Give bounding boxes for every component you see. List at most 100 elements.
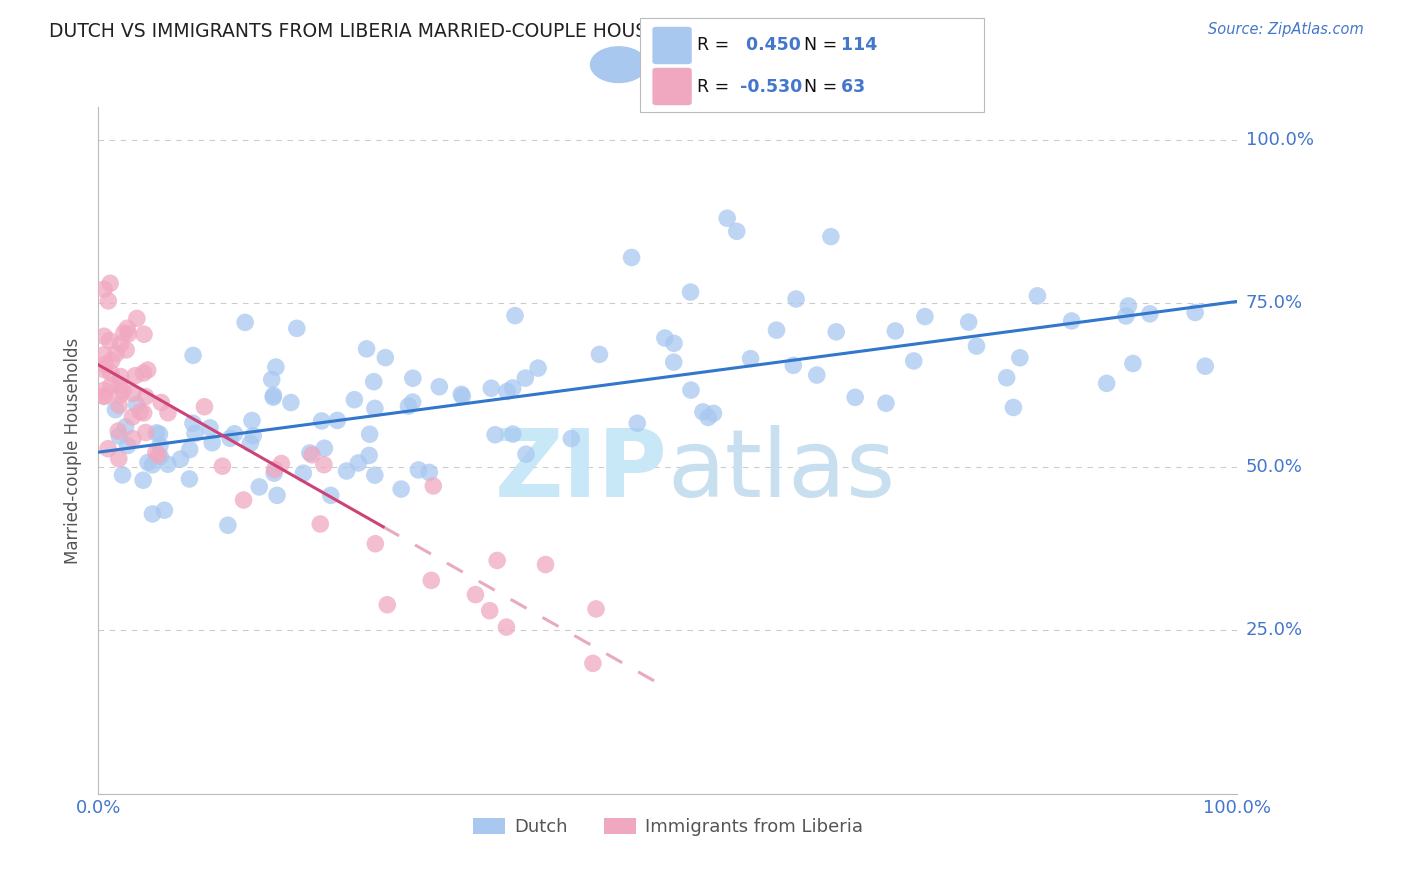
Point — [1115, 309, 1137, 323]
Point — [503, 309, 526, 323]
Point — [495, 620, 517, 634]
Point — [136, 455, 159, 469]
Point — [364, 537, 387, 551]
Point — [132, 327, 155, 342]
Point — [125, 398, 148, 412]
Point — [280, 395, 302, 409]
Point — [364, 468, 387, 483]
Text: DUTCH VS IMMIGRANTS FROM LIBERIA MARRIED-COUPLE HOUSEHOLDS CORRELATION CHART: DUTCH VS IMMIGRANTS FROM LIBERIA MARRIED… — [49, 22, 934, 41]
Point — [111, 467, 134, 482]
Point — [765, 323, 787, 337]
Point — [478, 604, 501, 618]
Point — [93, 282, 115, 296]
Point — [375, 598, 398, 612]
Point — [582, 657, 605, 671]
Point — [98, 277, 121, 291]
Text: 100.0%: 100.0% — [1246, 131, 1313, 149]
Point — [132, 473, 155, 487]
Point — [93, 389, 115, 403]
Point — [679, 383, 702, 397]
Text: 75.0%: 75.0% — [1246, 294, 1303, 312]
Point — [740, 351, 762, 366]
Point — [270, 457, 292, 471]
Point — [692, 405, 714, 419]
Point — [422, 479, 444, 493]
Point — [184, 426, 207, 441]
Point — [343, 392, 366, 407]
Point — [100, 378, 122, 392]
Text: atlas: atlas — [668, 425, 896, 517]
Point — [309, 516, 332, 531]
Point — [515, 371, 537, 385]
Point — [97, 293, 120, 308]
Point — [620, 251, 643, 265]
Point — [198, 421, 221, 435]
Point — [108, 388, 131, 402]
Point — [502, 427, 524, 442]
Point — [451, 389, 474, 403]
Point — [240, 413, 263, 427]
Point — [262, 390, 284, 404]
Point — [662, 355, 685, 369]
Point — [374, 351, 396, 365]
Text: 0.450: 0.450 — [740, 37, 800, 54]
Point — [408, 463, 430, 477]
Point — [716, 211, 738, 226]
Point — [93, 362, 115, 376]
Point — [319, 488, 342, 502]
Point — [150, 395, 173, 409]
Point — [141, 458, 163, 472]
Point — [588, 347, 610, 361]
Point — [157, 406, 180, 420]
Point — [247, 480, 270, 494]
Point — [108, 398, 131, 412]
Point — [114, 419, 136, 434]
Point — [825, 325, 848, 339]
Point — [1026, 289, 1049, 303]
Point — [450, 387, 472, 401]
Point — [479, 381, 502, 395]
Point — [301, 448, 323, 462]
Point — [149, 439, 172, 453]
Point — [108, 451, 131, 466]
Point — [201, 435, 224, 450]
Point — [1095, 376, 1118, 391]
Point — [363, 375, 385, 389]
Point — [785, 292, 807, 306]
Point — [260, 372, 283, 386]
Point — [402, 371, 425, 385]
Point — [820, 229, 842, 244]
Point — [93, 383, 115, 397]
Point — [129, 405, 152, 419]
Point — [427, 380, 450, 394]
Point — [110, 337, 132, 351]
Point — [702, 406, 724, 420]
Text: -0.530: -0.530 — [740, 78, 801, 95]
Point — [135, 425, 157, 440]
Point — [364, 401, 387, 416]
Point — [1060, 314, 1083, 328]
Point — [697, 410, 720, 425]
Point — [626, 416, 648, 430]
Point — [169, 452, 191, 467]
Point — [347, 456, 370, 470]
Point — [903, 354, 925, 368]
Point — [107, 424, 129, 438]
Point — [292, 466, 315, 480]
Point — [884, 324, 907, 338]
Point — [100, 366, 122, 380]
Point — [263, 466, 285, 480]
Point — [132, 366, 155, 380]
Point — [153, 503, 176, 517]
Point — [149, 450, 172, 464]
Point — [806, 368, 828, 382]
Point — [359, 427, 381, 442]
Point — [262, 388, 284, 402]
Point — [585, 602, 607, 616]
Point — [389, 482, 412, 496]
Point — [93, 329, 115, 343]
Point — [1122, 356, 1144, 370]
Point — [101, 353, 124, 368]
Point — [115, 343, 138, 357]
Point — [966, 339, 988, 353]
